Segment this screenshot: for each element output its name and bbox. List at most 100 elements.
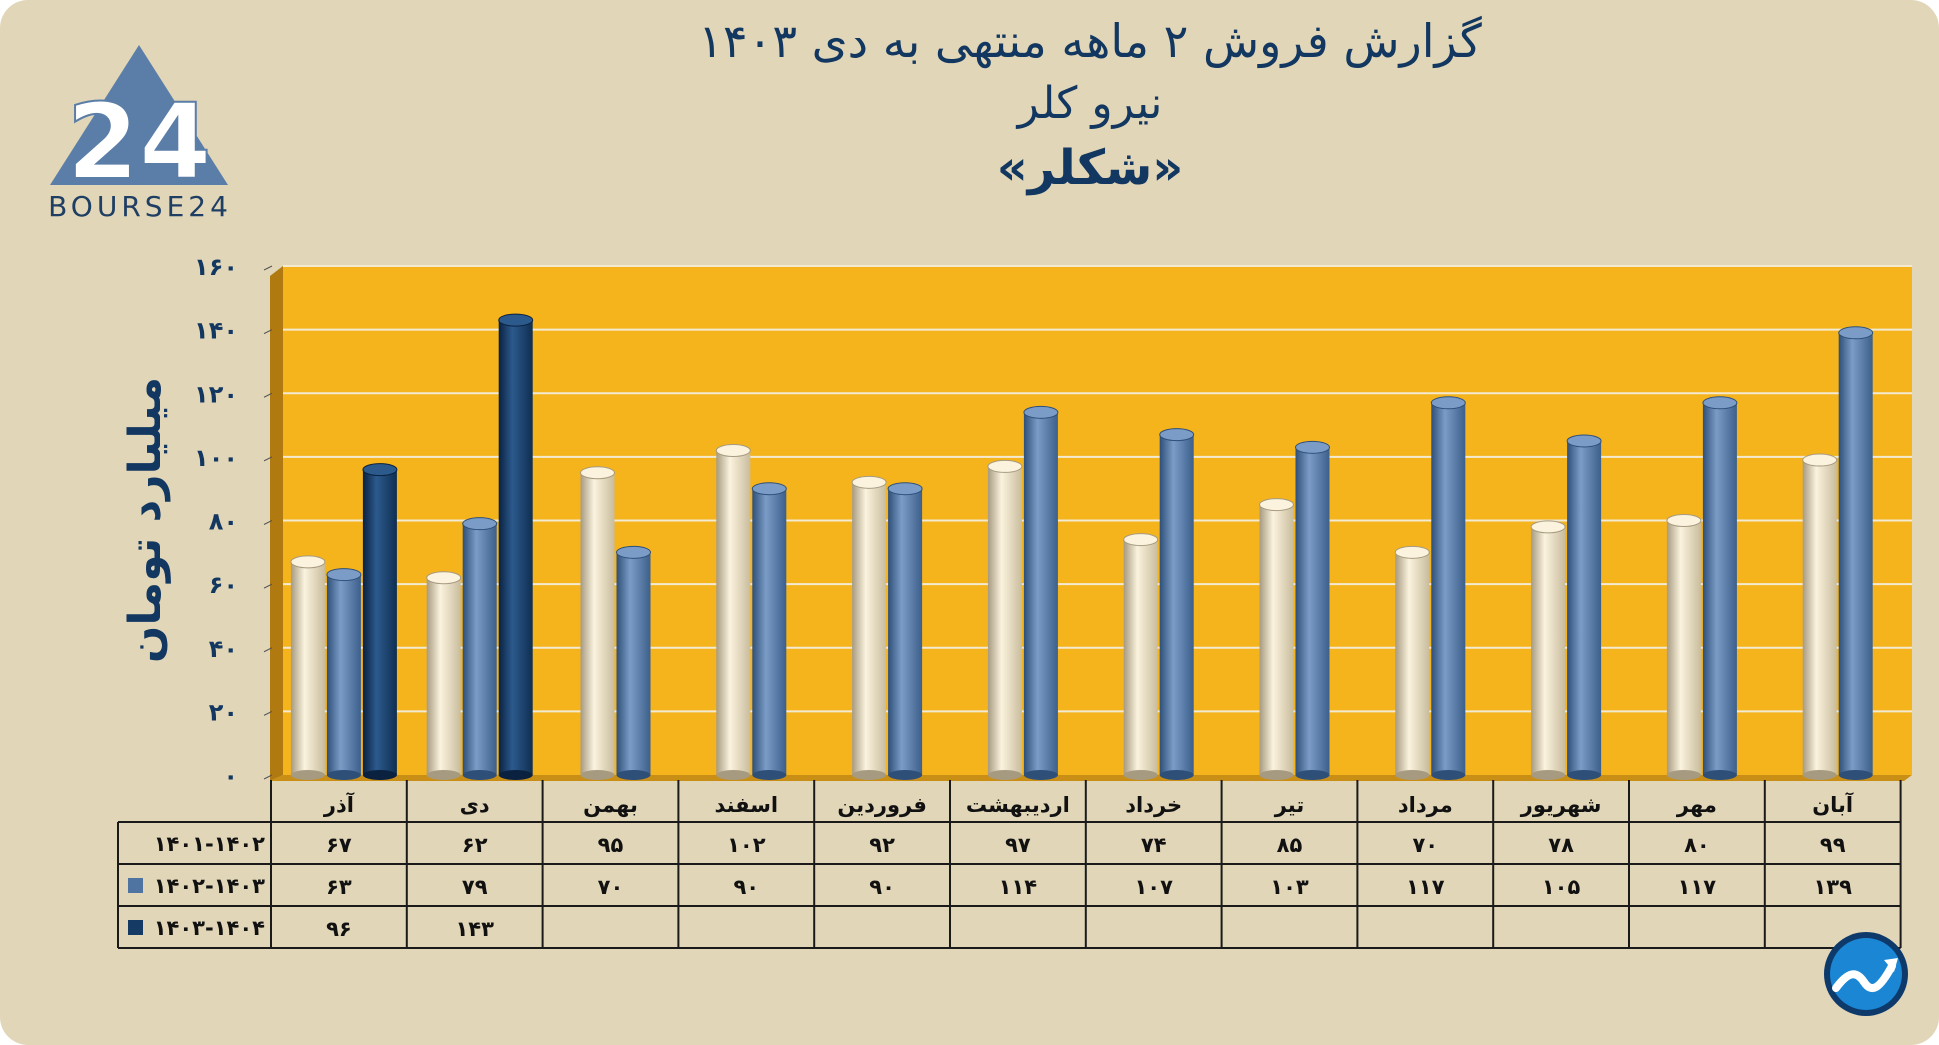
- bar-base: [498, 770, 533, 780]
- bar-top: [1802, 453, 1838, 467]
- y-tick-mark: [263, 520, 273, 525]
- data-label: ۸۵: [1277, 833, 1303, 857]
- data-label: ۷۹: [462, 875, 488, 899]
- y-tick-label: ۶۰: [209, 571, 238, 599]
- bar-body: [1567, 440, 1602, 775]
- bar-body: [498, 320, 533, 775]
- y-tick-mark: [263, 710, 273, 716]
- bar-top: [715, 444, 751, 458]
- bar-base: [716, 770, 751, 780]
- bar-1-8: [1430, 396, 1466, 780]
- ticker-symbol: «شکلر»: [996, 140, 1184, 196]
- data-label: ۱۰۵: [1542, 875, 1581, 899]
- bar-body: [426, 577, 461, 775]
- bar-base: [1702, 770, 1737, 780]
- bar-top: [887, 482, 923, 496]
- logo-mark: 24: [67, 81, 212, 203]
- bar-1-3: [751, 482, 787, 780]
- bar-2-0: [362, 463, 398, 780]
- bar-top: [1838, 326, 1874, 340]
- bar-base: [1159, 770, 1194, 780]
- data-label: ۹۰: [733, 875, 759, 899]
- bar-base: [1531, 770, 1566, 780]
- bar-1-7: [1295, 440, 1330, 780]
- bar-top: [1259, 498, 1294, 512]
- y-tick-mark: [263, 392, 273, 398]
- bar-body: [852, 482, 887, 775]
- bar-base: [462, 770, 497, 780]
- data-label: ۱۱۷: [1678, 875, 1717, 899]
- data-label: ۱۱۷: [1406, 875, 1445, 899]
- bar-body: [1702, 402, 1737, 775]
- bar-body: [326, 574, 361, 775]
- data-label: ۹۹: [1820, 833, 1846, 857]
- data-label: ۷۰: [598, 875, 624, 899]
- data-label: ۶۷: [326, 833, 352, 857]
- bar-body: [1666, 520, 1701, 775]
- bar-base: [1838, 770, 1873, 780]
- bar-top: [426, 571, 462, 585]
- bar-base: [362, 770, 397, 780]
- bar-body: [1023, 412, 1058, 775]
- data-label: ۶۲: [462, 833, 488, 857]
- bar-body: [1838, 332, 1873, 775]
- bar-0-6: [1123, 533, 1159, 780]
- bar-top: [1394, 545, 1430, 559]
- data-label: ۹۷: [1005, 833, 1031, 857]
- y-tick-label: ۲۰: [209, 698, 238, 726]
- bar-base: [580, 770, 615, 780]
- category-label: دی: [460, 793, 490, 817]
- bar-1-9: [1566, 434, 1602, 780]
- plot-side-wall: [270, 266, 283, 781]
- data-label: ۹۲: [869, 833, 895, 857]
- bar-1-5: [1023, 405, 1059, 780]
- bar-0-8: [1394, 545, 1430, 780]
- category-label: تیر: [1274, 793, 1305, 817]
- bar-1-4: [887, 482, 923, 780]
- category-label: اسفند: [714, 793, 778, 817]
- bar-top: [290, 555, 326, 569]
- bar-body: [1159, 434, 1194, 775]
- bar-top: [1023, 405, 1059, 419]
- bar-top: [987, 459, 1023, 473]
- bar-0-2: [580, 466, 615, 780]
- bar-base: [1259, 770, 1294, 780]
- y-tick-label: ۱۴۰: [194, 317, 238, 345]
- bar-base: [987, 770, 1022, 780]
- data-label: ۱۰۷: [1134, 875, 1173, 899]
- bar-base: [1123, 770, 1158, 780]
- bar-body: [716, 450, 751, 775]
- bar-base: [290, 770, 325, 780]
- bar-base: [1666, 770, 1701, 780]
- data-label: ۸۰: [1684, 833, 1710, 857]
- bar-top: [616, 545, 651, 559]
- bar-base: [326, 770, 361, 780]
- bar-body: [1802, 460, 1837, 775]
- bar-top: [1295, 440, 1330, 454]
- bar-top: [498, 313, 534, 327]
- bar-top: [462, 517, 498, 531]
- y-axis-label: میلیارد تومان: [120, 377, 171, 663]
- legend-entry: ۱۴۰۱-۱۴۰۲: [154, 832, 265, 856]
- bar-base: [852, 770, 887, 780]
- bar-base: [1431, 770, 1466, 780]
- y-tick-mark: [263, 329, 273, 335]
- bourse24-logo-icon: 24: [50, 45, 228, 204]
- bar-body: [1431, 402, 1466, 775]
- y-tick-label: ۰: [223, 762, 238, 790]
- bar-top: [1159, 428, 1195, 442]
- bar-0-9: [1530, 520, 1566, 780]
- bar-top: [1123, 533, 1159, 547]
- y-tick-mark: [263, 265, 273, 271]
- trend-arrow-badge-icon: [1824, 932, 1908, 1016]
- bar-body: [580, 472, 615, 775]
- y-tick-mark: [263, 456, 273, 462]
- data-label: ۷۰: [1412, 833, 1438, 857]
- category-label: آذر: [323, 792, 355, 817]
- company-name: نیرو کلر: [1017, 78, 1163, 129]
- bar-0-4: [851, 475, 887, 780]
- bar-1-11: [1838, 326, 1874, 780]
- category-label: بهمن: [583, 793, 638, 817]
